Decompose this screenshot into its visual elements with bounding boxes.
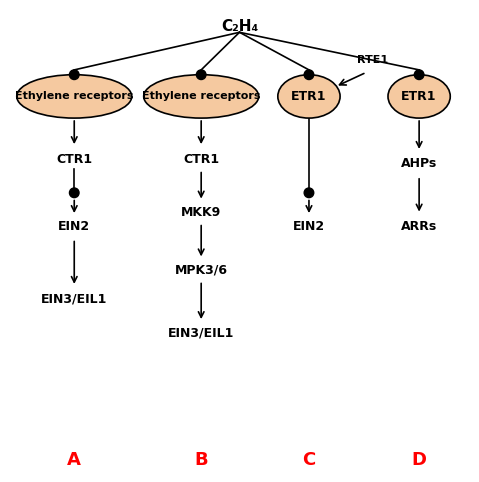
Text: MPK3/6: MPK3/6 (175, 264, 228, 276)
Text: Ethylene receptors: Ethylene receptors (142, 92, 261, 101)
Text: EIN2: EIN2 (293, 220, 325, 233)
Circle shape (414, 70, 424, 80)
Text: C: C (302, 451, 316, 469)
Circle shape (69, 70, 79, 80)
Text: ARRs: ARRs (401, 220, 437, 233)
Text: C₂H₄: C₂H₄ (221, 19, 258, 34)
Text: EIN2: EIN2 (58, 220, 91, 233)
Text: EIN3/EIL1: EIN3/EIL1 (168, 326, 234, 339)
Text: EIN3/EIL1: EIN3/EIL1 (41, 293, 107, 305)
Ellipse shape (17, 75, 132, 118)
Circle shape (196, 70, 206, 80)
Circle shape (69, 188, 79, 198)
Text: ETR1: ETR1 (401, 90, 437, 103)
Text: Ethylene receptors: Ethylene receptors (15, 92, 134, 101)
Ellipse shape (278, 75, 340, 118)
Text: CTR1: CTR1 (183, 153, 219, 165)
Text: MKK9: MKK9 (181, 206, 221, 218)
Text: A: A (68, 451, 81, 469)
Text: CTR1: CTR1 (56, 153, 92, 165)
Circle shape (304, 70, 314, 80)
Ellipse shape (144, 75, 259, 118)
Text: D: D (411, 451, 427, 469)
Circle shape (304, 188, 314, 198)
Ellipse shape (388, 75, 450, 118)
Text: RTE1: RTE1 (357, 55, 388, 65)
Text: ETR1: ETR1 (291, 90, 327, 103)
Text: AHPs: AHPs (401, 158, 437, 170)
Text: B: B (194, 451, 208, 469)
